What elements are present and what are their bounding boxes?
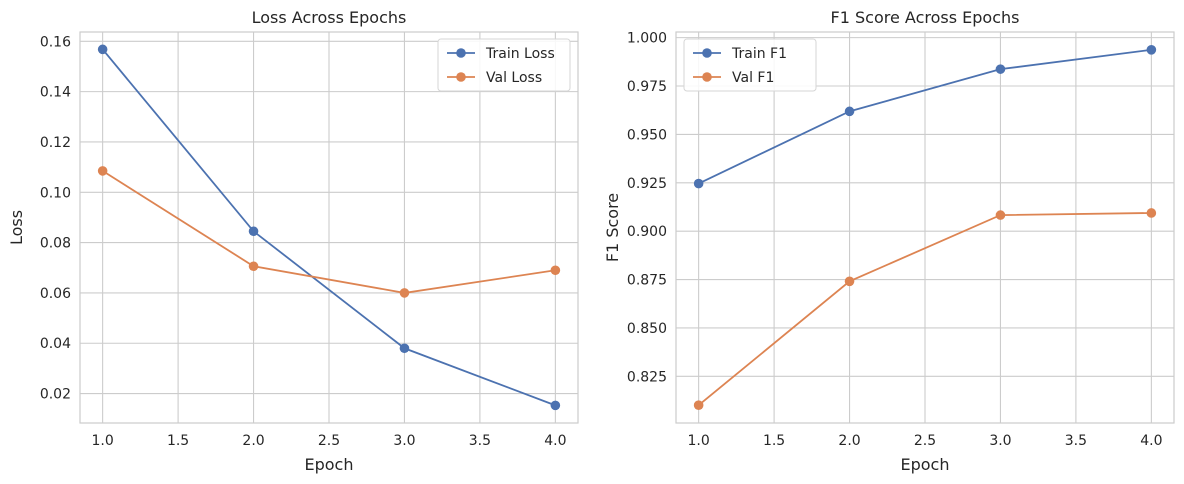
y-tick-label: 0.04 bbox=[40, 336, 71, 352]
x-tick-label: 1.5 bbox=[167, 433, 189, 449]
legend-label: Train Loss bbox=[485, 46, 555, 62]
x-tick-label: 2.5 bbox=[914, 433, 936, 449]
data-point bbox=[693, 400, 704, 410]
legend-swatch-marker bbox=[456, 48, 466, 58]
x-tick-label: 2.0 bbox=[242, 433, 264, 449]
data-point bbox=[248, 261, 259, 272]
x-tick-label: 4.0 bbox=[1140, 433, 1162, 449]
data-point bbox=[693, 178, 704, 189]
x-tick-label: 1.0 bbox=[92, 433, 114, 449]
data-point bbox=[995, 210, 1006, 220]
x-tick-label: 2.5 bbox=[318, 433, 340, 449]
y-tick-label: 0.825 bbox=[627, 369, 667, 385]
data-point bbox=[844, 276, 855, 287]
chart-panel-2: 1.0 1.5 2.0 2.5 3.0 3.5 4.0 0.825 0.850 0.875 0.90… bbox=[603, 8, 1175, 474]
x-axis-label: Epoch bbox=[305, 455, 354, 474]
legend-box bbox=[683, 38, 817, 92]
y-tick-label: 0.14 bbox=[40, 85, 71, 101]
y-tick-label: 0.975 bbox=[627, 79, 667, 95]
legend-box bbox=[437, 38, 571, 92]
data-point bbox=[97, 166, 108, 176]
x-tick-label: 4.0 bbox=[544, 433, 566, 449]
y-tick-label: 0.900 bbox=[627, 224, 667, 240]
y-tick-label: 0.02 bbox=[40, 387, 71, 403]
y-tick-label: 0.850 bbox=[627, 321, 667, 337]
axes-frame bbox=[675, 31, 1175, 424]
data-point bbox=[97, 44, 108, 55]
chart-title: F1 Score Across Epochs bbox=[831, 8, 1020, 27]
legend-label: Train F1 bbox=[731, 46, 787, 62]
y-tick-label: 0.08 bbox=[40, 236, 71, 252]
data-point bbox=[1146, 45, 1157, 55]
x-tick-label: 3.0 bbox=[393, 433, 415, 449]
data-point bbox=[550, 400, 561, 411]
y-tick-label: 0.925 bbox=[627, 176, 667, 192]
legend: Train F1 Val F1 bbox=[683, 38, 817, 92]
legend-swatch-marker bbox=[702, 72, 712, 82]
legend-swatch-marker bbox=[456, 72, 466, 82]
data-point bbox=[399, 288, 410, 298]
y-tick-label: 0.10 bbox=[40, 185, 71, 201]
x-tick-label: 3.0 bbox=[989, 433, 1011, 449]
y-tick-label: 0.16 bbox=[40, 34, 71, 50]
y-tick-label: 0.875 bbox=[627, 273, 667, 289]
y-axis-label: Loss bbox=[7, 210, 26, 245]
x-tick-label: 3.5 bbox=[1065, 433, 1087, 449]
series-line-1 bbox=[101, 48, 556, 407]
y-tick-label: 0.12 bbox=[40, 135, 71, 151]
data-point bbox=[995, 64, 1006, 74]
legend-label: Val F1 bbox=[732, 70, 774, 86]
data-point bbox=[844, 106, 855, 117]
series-line-1 bbox=[698, 48, 1152, 185]
x-tick-label: 2.0 bbox=[838, 433, 860, 449]
legend: Train Loss Val Loss bbox=[437, 38, 571, 92]
legend-swatch-marker bbox=[702, 48, 712, 58]
data-point bbox=[1146, 208, 1157, 218]
chart-title: Loss Across Epochs bbox=[252, 8, 407, 27]
y-tick-label: 0.06 bbox=[40, 286, 71, 302]
series-line-2 bbox=[698, 212, 1152, 406]
x-tick-label: 3.5 bbox=[469, 433, 491, 449]
legend-label: Val Loss bbox=[486, 70, 542, 86]
axes-frame bbox=[79, 31, 579, 424]
x-axis-label: Epoch bbox=[901, 455, 950, 474]
series-line-2 bbox=[102, 170, 556, 294]
y-axis-label: F1 Score bbox=[603, 193, 622, 262]
x-tick-label: 1.0 bbox=[688, 433, 710, 449]
data-point bbox=[248, 226, 259, 237]
y-tick-label: 1.000 bbox=[627, 31, 667, 47]
data-point bbox=[399, 343, 410, 354]
x-tick-label: 1.5 bbox=[763, 433, 785, 449]
chart-panel-1: 1.0 1.5 2.0 2.5 3.0 3.5 4.0 0.02 0.04 0.06 0.08 0.1… bbox=[7, 8, 579, 474]
data-point bbox=[550, 265, 561, 276]
y-tick-label: 0.950 bbox=[627, 127, 667, 143]
